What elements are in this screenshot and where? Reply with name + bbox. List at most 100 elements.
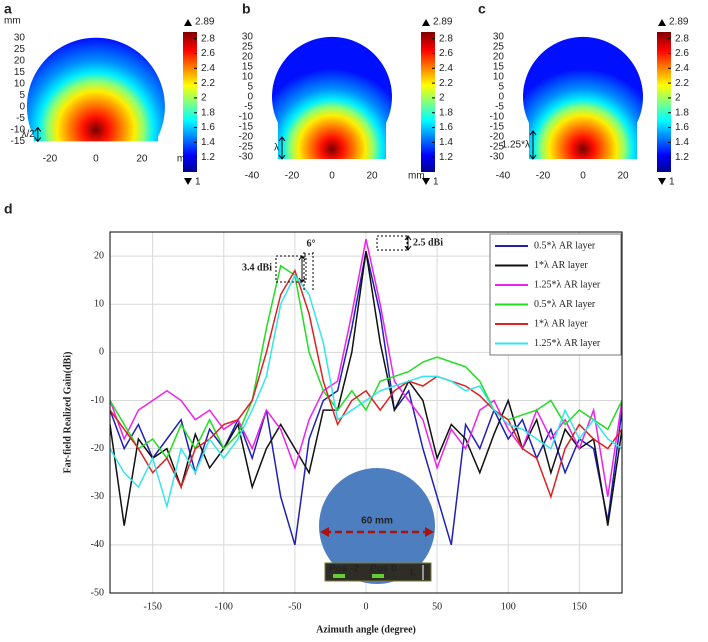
annotation: 6° [307, 238, 316, 249]
colorbar-tick-label: 2 [439, 93, 445, 104]
y-tick-label: 10 [242, 72, 254, 83]
colorbar-tick-label: 2 [201, 93, 207, 104]
y-tick-label: -5 [16, 113, 25, 124]
y-tick-label: 10 [94, 298, 104, 309]
colorbar-tick-label: 2.8 [439, 33, 453, 44]
series-line [110, 268, 622, 500]
panel-label: b [242, 1, 251, 17]
y-tick-label: -50 [91, 587, 104, 598]
y-tick-label: -5 [495, 102, 504, 113]
colorbar-tick-label: 1.8 [439, 107, 453, 118]
colorbar-min-label: 1 [433, 177, 439, 188]
panel-label: a [4, 1, 12, 17]
inset-label: Pos 0 [370, 564, 397, 575]
y-tick-label: 30 [14, 33, 26, 44]
x-axis-label: Azimuth angle (degree) [316, 624, 416, 635]
y-axis-label: mm [4, 16, 21, 27]
y-tick-label: -25 [239, 142, 254, 153]
arrow-head [34, 126, 42, 143]
colorbar-min-label: 1 [669, 177, 675, 188]
colorbar-tick-label: 2.6 [439, 48, 453, 59]
colorbar-tick-label: 2.4 [675, 63, 689, 74]
colorbar-tick-label: 1.6 [675, 122, 689, 133]
legend-label: 1*λ AR layer [534, 260, 588, 271]
y-tick-label: 5 [19, 90, 25, 101]
colorbar-max-label: 2.89 [195, 17, 215, 28]
colorbar-tick-label: 1.2 [439, 152, 453, 163]
annotation: 2.5 dBi [413, 237, 443, 248]
x-tick-label: 0 [329, 171, 335, 182]
y-tick-label: 20 [493, 52, 505, 63]
colorbar-min-label: 1 [195, 177, 201, 188]
x-tick-label: 0 [580, 171, 586, 182]
x-tick-label: 150 [572, 601, 587, 612]
y-tick-label: -15 [239, 122, 254, 133]
inset-label: L [410, 568, 416, 579]
y-tick-label: -10 [91, 395, 104, 406]
panel-label: c [478, 1, 486, 17]
colorbar-tick-label: 1.2 [675, 152, 689, 163]
annotation-arrow [298, 255, 306, 283]
y-tick-label: 15 [14, 67, 26, 78]
colorbar-tick-label: 2.2 [201, 78, 215, 89]
plot-frame [109, 231, 623, 594]
y-tick-label: -30 [490, 152, 505, 163]
y-tick-label: -25 [490, 142, 505, 153]
annotation: λ [274, 143, 279, 154]
colorbar-tick-label: 1.6 [201, 122, 215, 133]
colorbar-tick-label: 2.8 [201, 33, 215, 44]
y-tick-label: -10 [239, 112, 254, 123]
max-marker [658, 19, 666, 26]
y-tick-label: -30 [91, 491, 104, 502]
max-marker [422, 19, 430, 26]
x-tick-label: 0 [364, 601, 369, 612]
annotation-guide [303, 252, 314, 292]
min-marker [422, 178, 430, 185]
x-tick-label: 100 [501, 601, 516, 612]
y-tick-label: 30 [493, 32, 505, 43]
colorbar-tick-label: 1.8 [201, 107, 215, 118]
colorbar [657, 32, 671, 172]
colorbar-max-label: 2.89 [433, 17, 453, 28]
x-tick-label: -150 [143, 601, 161, 612]
x-tick-label: 20 [366, 171, 378, 182]
legend-label: 1.25*λ AR layer [534, 338, 601, 349]
y-tick-label: 0 [99, 347, 104, 358]
x-tick-label: -40 [496, 171, 511, 182]
colorbar-tick-label: 1.6 [439, 122, 453, 133]
y-tick-label: 0 [247, 92, 253, 103]
legend-label: 1.25*λ AR layer [534, 279, 601, 290]
min-marker [184, 178, 192, 185]
y-tick-label: 15 [242, 62, 254, 73]
y-tick-label: 25 [242, 42, 254, 53]
y-tick-label: -10 [490, 112, 505, 123]
colorbar-tick-label: 2.2 [675, 78, 689, 89]
colorbar-tick-label: 2 [675, 93, 681, 104]
series-line [110, 273, 622, 510]
min-marker [658, 178, 666, 185]
series-line [110, 251, 622, 526]
legend-label: 0.5*λ AR layer [534, 240, 596, 251]
y-tick-label: 30 [242, 32, 254, 43]
y-tick-label: 20 [14, 56, 26, 67]
y-tick-label: 0 [19, 102, 25, 113]
y-tick-label: 0 [498, 92, 504, 103]
annotation-arrow [404, 235, 412, 251]
y-tick-label: 25 [14, 44, 26, 55]
inset-source [372, 574, 384, 578]
colorbar-tick-label: 1.2 [201, 152, 215, 163]
y-tick-label: -30 [239, 152, 254, 163]
legend-box [489, 233, 622, 356]
annotation: 3.4 dBi [242, 262, 272, 273]
y-tick-label: 25 [493, 42, 505, 53]
y-tick-label: 20 [94, 250, 104, 261]
plot-lines [110, 239, 622, 546]
annotation-box [376, 235, 408, 251]
x-tick-label: 0 [93, 154, 99, 165]
inset-source [333, 574, 345, 578]
colorbar-tick-label: 2.6 [201, 48, 215, 59]
colorbar [421, 32, 435, 172]
colorbar-tick-label: 2.4 [439, 63, 453, 74]
x-tick-label: -20 [536, 171, 551, 182]
